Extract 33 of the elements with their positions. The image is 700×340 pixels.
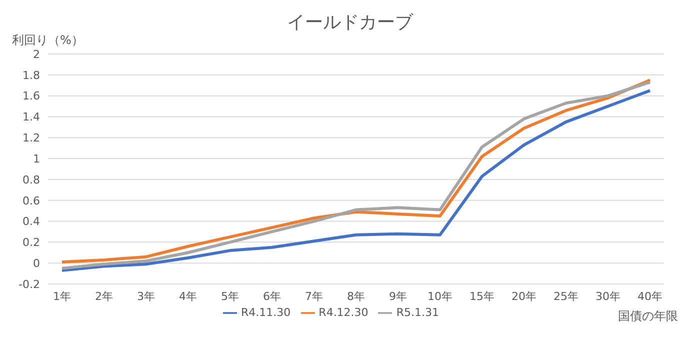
y-tick-label: 0 [33, 256, 40, 270]
y-tick-label: 0.4 [22, 215, 40, 228]
x-tick-label: 4年 [179, 290, 197, 303]
y-tick-label: 0.8 [22, 173, 40, 186]
x-tick-label: 10年 [428, 290, 452, 303]
x-tick-label: 30年 [596, 290, 620, 303]
y-tick-label: -0.2 [18, 278, 40, 291]
x-tick-label: 15年 [470, 290, 494, 303]
y-tick-label: 1.4 [22, 110, 40, 124]
legend-label: R4.12.30 [318, 306, 368, 320]
y-tick-label: 1.6 [22, 90, 40, 103]
x-tick-label: 2年 [95, 290, 113, 303]
y-tick-label: 0.2 [22, 236, 40, 250]
x-tick-label: 8年 [347, 290, 365, 303]
y-axis-title: 利回り（%） [12, 32, 84, 49]
y-tick-label: 1.2 [22, 132, 40, 145]
x-tick-label: 3年 [137, 290, 155, 303]
x-axis-title: 国債の年限 [618, 308, 678, 325]
x-tick-label: 5年 [221, 290, 239, 303]
x-tick-label: 1年 [53, 290, 71, 303]
x-tick-label: 25年 [554, 290, 578, 303]
y-tick-label: 1 [33, 152, 40, 166]
x-tick-label: 20年 [512, 290, 536, 303]
y-tick-label: 0.6 [22, 194, 40, 208]
legend-label: R4.11.30 [241, 306, 291, 320]
x-tick-label: 40年 [638, 290, 662, 303]
legend-label: R5.1.31 [396, 306, 439, 320]
y-tick-label: 1.8 [22, 68, 40, 82]
y-tick-label: 2 [33, 48, 40, 61]
x-tick-label: 7年 [305, 290, 323, 303]
chart-title: イールドカーブ [286, 11, 414, 34]
x-tick-label: 6年 [263, 290, 281, 303]
x-tick-label: 9年 [389, 290, 407, 303]
